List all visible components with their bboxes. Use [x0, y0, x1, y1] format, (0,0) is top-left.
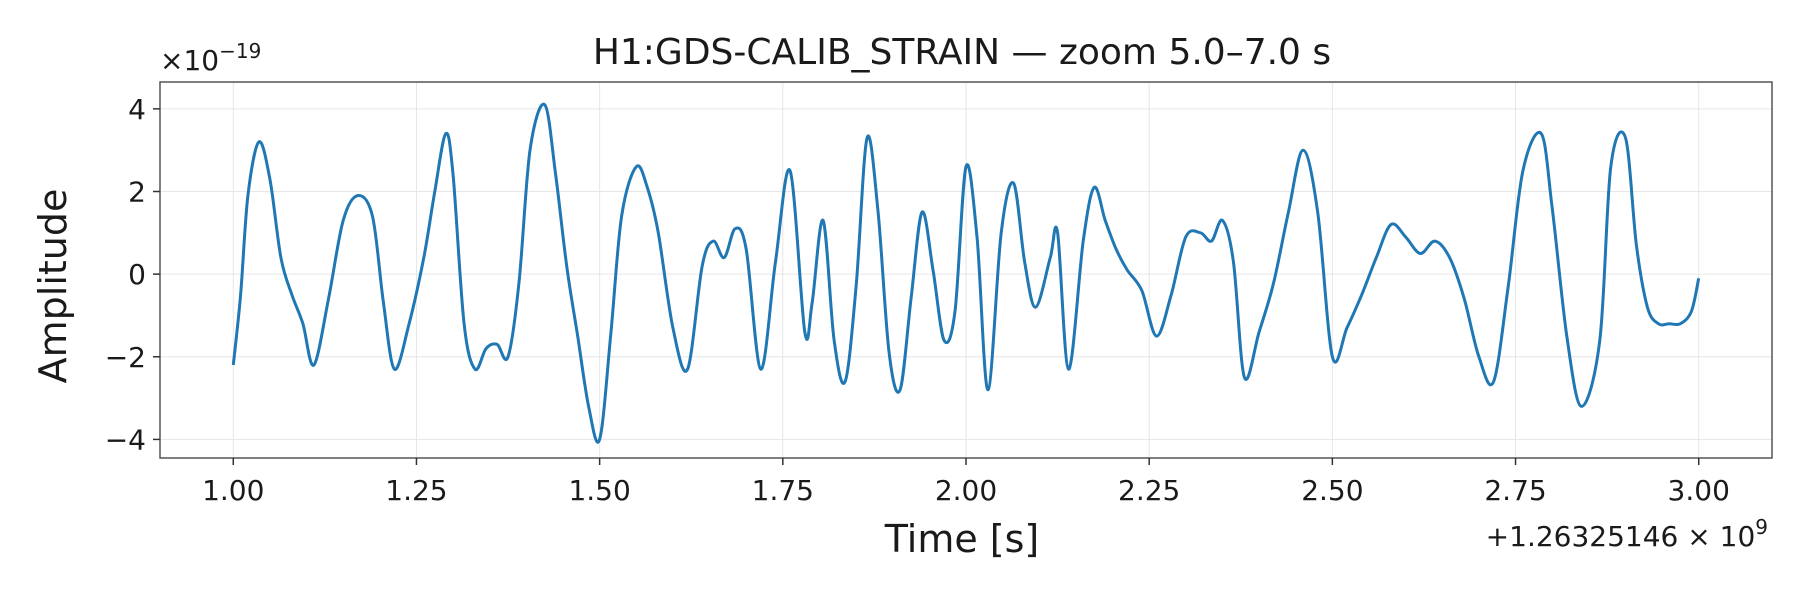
y-tick-label: 2: [128, 175, 146, 208]
y-multiplier-label: ×10−19: [160, 39, 261, 77]
x-tick-label: 2.75: [1484, 474, 1546, 507]
x-offset-label: +1.26325146 × 109: [1486, 515, 1768, 553]
y-tick-label: −2: [105, 341, 146, 374]
y-tick-label: 4: [128, 93, 146, 126]
x-tick-label: 2.00: [935, 474, 997, 507]
x-tick-label: 2.25: [1118, 474, 1180, 507]
x-tick-label: 1.50: [568, 474, 630, 507]
x-axis-label: Time [s]: [884, 517, 1040, 561]
y-axis-label: Amplitude: [31, 189, 75, 384]
y-tick-label: 0: [128, 258, 146, 291]
chart-title: H1:GDS-CALIB_STRAIN — zoom 5.0–7.0 s: [593, 32, 1331, 73]
y-tick-label: −4: [105, 423, 146, 456]
y-axis-ticks: −4 −2 0 2 4: [105, 93, 160, 456]
x-tick-label: 1.00: [202, 474, 264, 507]
x-axis-ticks: 1.00 1.25 1.50 1.75 2.00 2.25 2.50 2.75 3.00: [202, 458, 1730, 507]
x-tick-label: 3.00: [1668, 474, 1730, 507]
x-tick-label: 1.75: [752, 474, 814, 507]
signal-line: [231, 102, 1701, 444]
x-tick-label: 1.25: [385, 474, 447, 507]
grid: [160, 82, 1772, 458]
x-tick-label: 2.50: [1301, 474, 1363, 507]
